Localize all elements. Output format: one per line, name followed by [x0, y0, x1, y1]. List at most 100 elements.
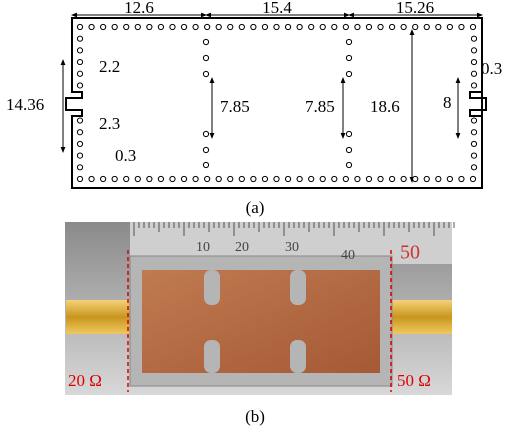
figure: 12.6 15.4 15.26 14.36 2.2 2.3 0.3 7.85 7… [0, 0, 510, 433]
via [193, 24, 198, 29]
ruler-label: 30 [285, 240, 299, 255]
via [101, 176, 106, 181]
via [355, 24, 360, 29]
via [77, 165, 82, 170]
via [285, 176, 290, 181]
via [413, 24, 418, 29]
dimension-label: 7.85 [305, 97, 335, 116]
via [343, 24, 348, 29]
via [228, 176, 233, 181]
via [77, 24, 82, 29]
via [228, 24, 233, 29]
via-fence [204, 340, 220, 373]
via [346, 131, 351, 136]
via [320, 176, 325, 181]
ruler-label: 50 [400, 242, 420, 264]
dimension-label: 18.6 [370, 97, 400, 116]
via [203, 147, 208, 152]
dimension-label: 0.3 [481, 59, 502, 78]
via [203, 39, 208, 44]
via [413, 176, 418, 181]
via-fence [204, 270, 220, 305]
via [274, 176, 279, 181]
via [343, 176, 348, 181]
via [203, 131, 208, 136]
via [203, 55, 208, 60]
via [112, 176, 117, 181]
via [262, 176, 267, 181]
via [77, 118, 82, 123]
via [471, 59, 476, 64]
via [378, 24, 383, 29]
via [77, 71, 82, 76]
dimension-label: 14.36 [6, 95, 44, 114]
via [436, 176, 441, 181]
via [251, 24, 256, 29]
via [274, 24, 279, 29]
via [239, 176, 244, 181]
via [77, 153, 82, 158]
via [112, 24, 117, 29]
via [309, 24, 314, 29]
via [471, 130, 476, 135]
dimension-label: 12.6 [124, 0, 154, 17]
ruler-label: 20 [235, 240, 249, 255]
via [216, 176, 221, 181]
layout-diagram: 12.6 15.4 15.26 14.36 2.2 2.3 0.3 7.85 7… [6, 0, 502, 217]
via [471, 36, 476, 41]
connector-left [66, 300, 130, 334]
via [424, 24, 429, 29]
via [401, 24, 406, 29]
via [181, 176, 186, 181]
connector-right [392, 300, 452, 334]
via [459, 24, 464, 29]
via [332, 24, 337, 29]
via [77, 83, 82, 88]
via [205, 24, 210, 29]
via [124, 24, 129, 29]
via [89, 24, 94, 29]
via [135, 176, 140, 181]
via [389, 24, 394, 29]
via [346, 147, 351, 152]
via [147, 176, 152, 181]
via [239, 24, 244, 29]
via [297, 24, 302, 29]
ruler-label: 10 [196, 240, 210, 255]
via [471, 153, 476, 158]
via [389, 176, 394, 181]
dimension-label: 0.3 [115, 146, 136, 165]
via [77, 176, 82, 181]
via [424, 176, 429, 181]
via [459, 176, 464, 181]
via [471, 165, 476, 170]
via [346, 55, 351, 60]
port-label: 20 Ω [68, 371, 102, 390]
via [471, 141, 476, 146]
board-copper [142, 270, 380, 373]
via [320, 24, 325, 29]
via [135, 24, 140, 29]
via [124, 176, 129, 181]
via [447, 176, 452, 181]
via [77, 130, 82, 135]
via [158, 24, 163, 29]
via [77, 59, 82, 64]
via [470, 176, 475, 181]
dimension-label: 2.3 [99, 114, 120, 133]
via [170, 24, 175, 29]
dimension-label: 15.26 [396, 0, 434, 17]
via [193, 176, 198, 181]
via [346, 71, 351, 76]
via-fence [290, 340, 306, 373]
via [471, 48, 476, 53]
via [158, 176, 163, 181]
via-fence [290, 270, 306, 305]
via [77, 141, 82, 146]
via [366, 24, 371, 29]
via [251, 176, 256, 181]
via [346, 39, 351, 44]
via [147, 24, 152, 29]
via [262, 24, 267, 29]
photo: 10 20 30 40 50 20 Ω 50 Ω [65, 222, 454, 395]
